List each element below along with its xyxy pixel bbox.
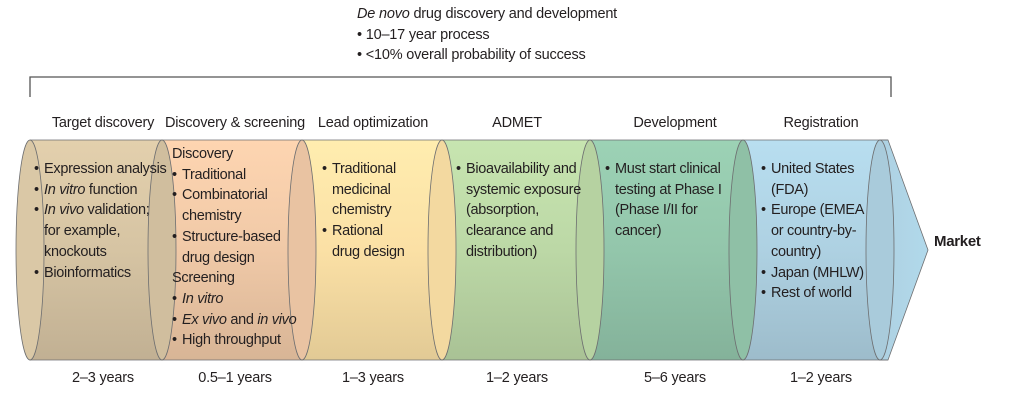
stage-duration-2: 0.5–1 years <box>198 370 272 386</box>
stage-bullet-item: Must start clinical <box>605 159 722 180</box>
stage-bullet-item: Bioavailability and <box>456 159 581 180</box>
stage-details-1: Expression analysisIn vitro functionIn v… <box>34 159 167 284</box>
stage-bullet-continuation: knockouts <box>44 243 107 260</box>
process-title: De novo drug discovery and development <box>357 6 618 22</box>
process-span-bracket <box>29 76 892 97</box>
stage-bullet-item: Combinatorial <box>172 185 296 206</box>
stage-bullet-item: Traditional <box>172 165 296 186</box>
stage-bullet-continuation: chemistry <box>182 208 242 225</box>
seam-cap-5 <box>728 139 758 361</box>
stage-bullet-item: Japan (MHLW) <box>761 263 864 284</box>
stage-subheading: Discovery <box>172 146 233 162</box>
stage-bullet-continuation: medicinal <box>332 181 391 198</box>
market-label: Market <box>934 233 981 250</box>
seam-cap-4 <box>575 139 605 361</box>
stage-bullet-item: Expression analysis <box>34 159 167 180</box>
stage-bullet-item: In vitro function <box>34 180 166 201</box>
process-duration-note: 10–17 year process <box>357 25 617 46</box>
process-success-note: <10% overall probability of success <box>357 45 617 66</box>
stage-subheading: Screening <box>172 270 235 287</box>
stage-bullet-item: In vivo validation; <box>34 200 166 221</box>
stage-segment-4 <box>442 140 590 360</box>
stage-duration-5: 5–6 years <box>644 370 706 386</box>
stage-title-1: Target discovery <box>51 115 155 131</box>
seam-cap-6 <box>865 139 895 361</box>
stage-bullet-item: United States <box>761 159 864 180</box>
stage-bullet-continuation: (absorption, <box>466 202 539 219</box>
stage-bullet-item: Structure-based <box>172 227 296 248</box>
stage-bullet-continuation: cancer) <box>615 223 662 240</box>
stage-bullet-continuation: systemic exposure <box>466 181 581 198</box>
stage-bullet-item: Traditional <box>322 159 404 180</box>
stage-segment-5 <box>590 140 743 360</box>
stage-bullet-continuation: (Phase I/II for <box>615 202 698 219</box>
stage-title-3: Lead optimization <box>317 115 429 131</box>
stage-bullet-continuation: (FDA) <box>771 181 809 198</box>
stage-bullet-continuation: testing at Phase I <box>615 181 722 198</box>
stage-segment-6 <box>743 140 880 360</box>
stage-bullet-continuation: drug design <box>182 249 255 266</box>
stage-bullet-item: In vitro <box>172 289 296 310</box>
stage-bullet-item: Bioinformatics <box>34 263 166 284</box>
stage-duration-3: 1–3 years <box>342 370 404 386</box>
process-summary: De novo drug discovery and development 1… <box>357 4 617 66</box>
stage-bullet-item: Europe (EMEA <box>761 200 864 221</box>
stage-bullet-continuation: country) <box>771 243 821 260</box>
stage-details-2: Discovery TraditionalCombinatorial chemist… <box>172 144 297 351</box>
stage-bullet-continuation: chemistry <box>332 202 392 219</box>
stage-bullet-continuation: or country-by- <box>771 223 857 240</box>
seam-cap-3 <box>427 139 457 361</box>
stage-bullet-continuation: distribution) <box>466 243 538 260</box>
stage-bullet-item: Rational <box>322 221 404 242</box>
stage-bullet-item: High throughput <box>172 330 296 351</box>
stage-bullet-continuation: clearance and <box>466 223 554 240</box>
stage-bullet-item: Rest of world <box>761 283 864 304</box>
stage-title-4: ADMET <box>492 115 542 131</box>
stage-title-2: Discovery & screening <box>164 115 306 131</box>
stage-segment-3 <box>302 140 442 360</box>
stage-details-6: United States(FDA) Europe (EMEA or country… <box>761 159 864 304</box>
stage-title-5: Development <box>633 115 717 131</box>
stage-duration-4: 1–2 years <box>486 370 548 386</box>
stage-title-6: Registration <box>783 115 859 131</box>
stage-bullet-continuation: drug design <box>332 243 405 260</box>
stage-duration-6: 1–2 years <box>790 370 852 386</box>
stage-bullet-item: Ex vivo and in vivo <box>172 310 297 331</box>
stage-bullet-continuation: for example, <box>44 223 121 240</box>
stage-duration-1: 2–3 years <box>72 370 134 386</box>
